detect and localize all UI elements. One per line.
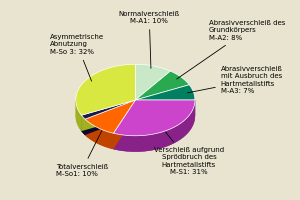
Polygon shape xyxy=(82,100,135,131)
Polygon shape xyxy=(113,100,135,149)
Polygon shape xyxy=(113,100,195,136)
Polygon shape xyxy=(82,100,135,119)
Polygon shape xyxy=(135,100,195,116)
Text: Abrasivverschleiß des
Grundkörpers
M-A2: 8%: Abrasivverschleiß des Grundkörpers M-A2:… xyxy=(177,20,285,79)
Polygon shape xyxy=(135,71,189,100)
Text: Normalverschleiß
M-A1: 10%: Normalverschleiß M-A1: 10% xyxy=(119,11,180,68)
Polygon shape xyxy=(76,64,135,115)
Polygon shape xyxy=(135,64,170,100)
Polygon shape xyxy=(85,100,135,133)
Text: Abrasivverschleiß
mit Ausbruch des
Hartmetallstifts
M-A3: 7%: Abrasivverschleiß mit Ausbruch des Hartm… xyxy=(188,66,283,94)
Polygon shape xyxy=(85,100,135,135)
Polygon shape xyxy=(82,115,85,135)
Polygon shape xyxy=(85,100,135,135)
Polygon shape xyxy=(76,100,82,131)
Polygon shape xyxy=(85,119,113,149)
Polygon shape xyxy=(135,100,195,116)
Polygon shape xyxy=(113,100,135,149)
Text: Asymmetrische
Abnutzung
M-So 3: 32%: Asymmetrische Abnutzung M-So 3: 32% xyxy=(50,34,104,81)
Polygon shape xyxy=(113,100,195,152)
Polygon shape xyxy=(85,119,113,149)
Polygon shape xyxy=(113,100,195,152)
Text: Totalverschleiß
M-So1: 10%: Totalverschleiß M-So1: 10% xyxy=(56,131,108,177)
Text: Verschleiß aufgrund
Sprödbruch des
Hartmetallstifts
M-S1: 31%: Verschleiß aufgrund Sprödbruch des Hartm… xyxy=(154,132,224,175)
Polygon shape xyxy=(135,85,195,100)
Polygon shape xyxy=(82,115,85,135)
Polygon shape xyxy=(82,100,135,131)
Polygon shape xyxy=(76,99,82,131)
